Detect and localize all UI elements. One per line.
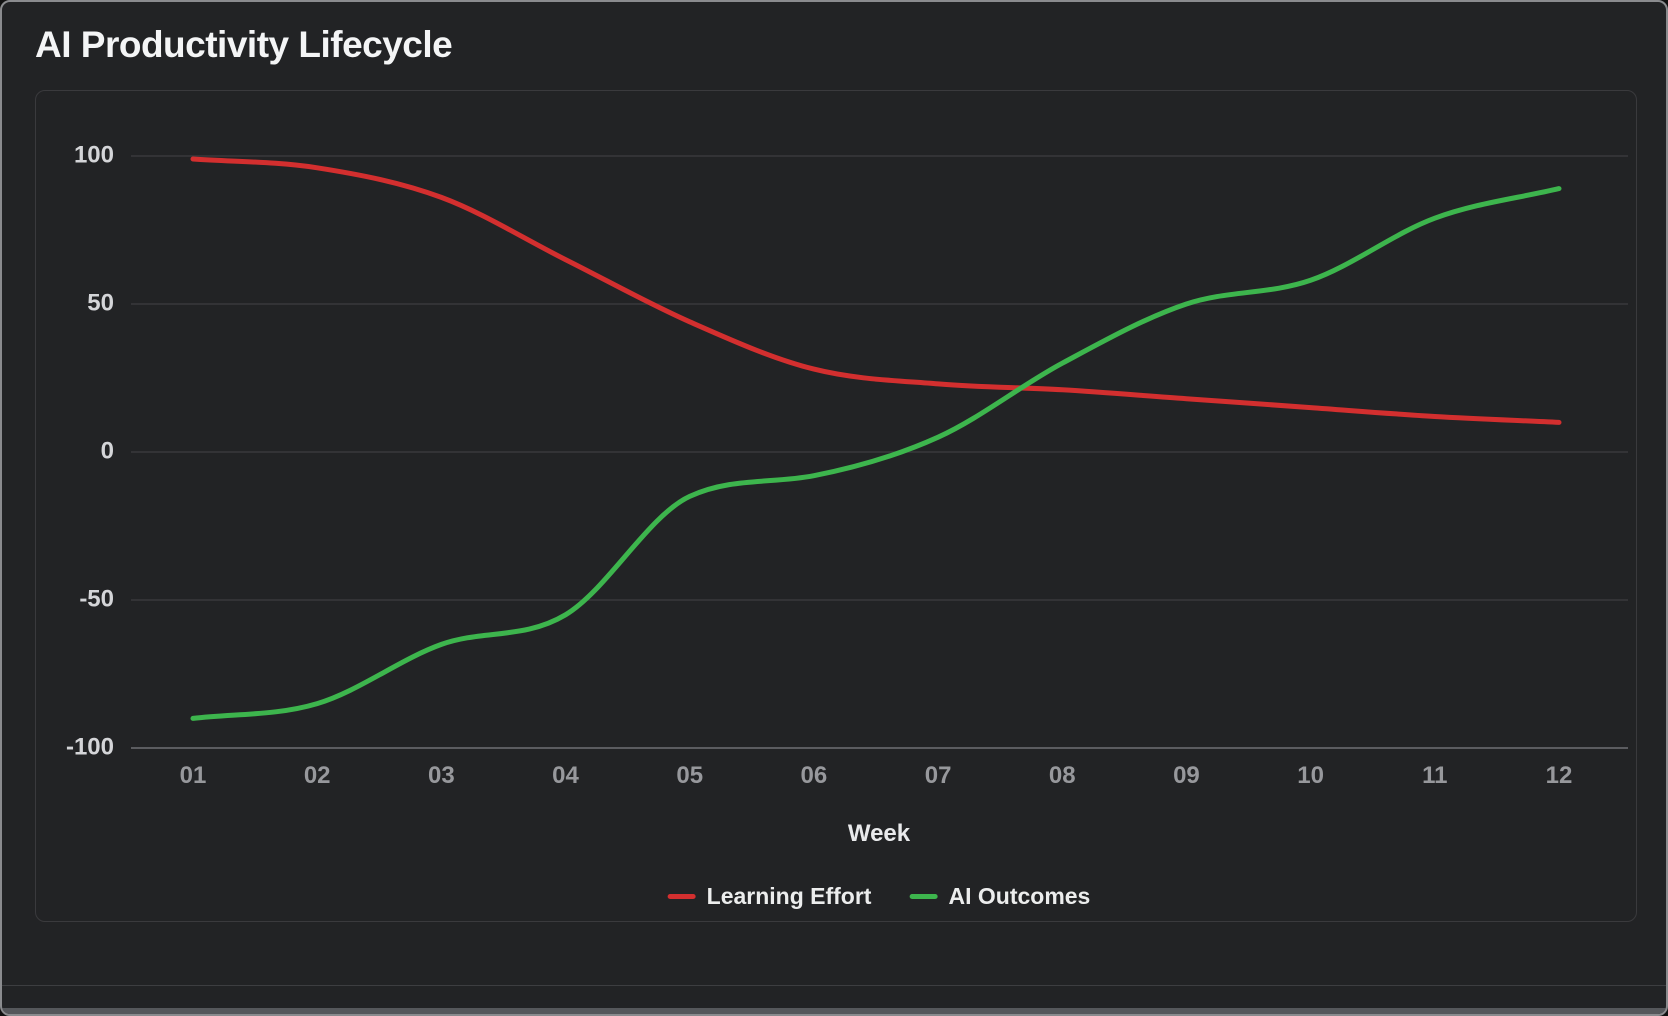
legend-label: AI Outcomes — [948, 883, 1091, 909]
x-tick-label: 03 — [428, 762, 455, 789]
y-tick-label: 100 — [73, 141, 114, 169]
x-tick-label: 09 — [1173, 762, 1200, 789]
x-tick-label: 01 — [179, 762, 207, 789]
x-tick-label: 07 — [924, 762, 952, 789]
x-tick-label: 06 — [800, 762, 828, 789]
learning-effort-swatch-icon — [667, 894, 696, 899]
ai-outcomes-swatch-icon — [909, 894, 938, 899]
x-tick-label: 05 — [676, 762, 704, 789]
x-tick-label: 02 — [303, 762, 331, 789]
legend-label: Learning Effort — [706, 883, 872, 909]
page-title: AI Productivity Lifecycle — [35, 24, 453, 65]
x-tick-label: 12 — [1545, 762, 1573, 789]
x-axis-title: Week — [847, 820, 911, 847]
y-tick-label: -100 — [65, 733, 114, 761]
legend-item-ai-outcomes[interactable]: AI Outcomes — [909, 883, 1090, 910]
x-tick-label: 08 — [1048, 762, 1076, 789]
window-bottom-bar — [2, 1008, 1666, 1014]
chart-card — [35, 90, 1637, 922]
x-tick-label: 10 — [1297, 762, 1324, 789]
y-tick-label: 0 — [100, 437, 114, 465]
legend-item-learning-effort[interactable]: Learning Effort — [667, 883, 872, 910]
x-tick-label: 04 — [552, 762, 579, 789]
chart-legend: Learning Effort AI Outcomes — [667, 883, 1090, 910]
x-tick-label: 11 — [1422, 762, 1448, 789]
y-tick-label: -50 — [79, 585, 114, 613]
y-tick-label: 50 — [87, 289, 114, 317]
window-edge-line — [2, 985, 1666, 986]
